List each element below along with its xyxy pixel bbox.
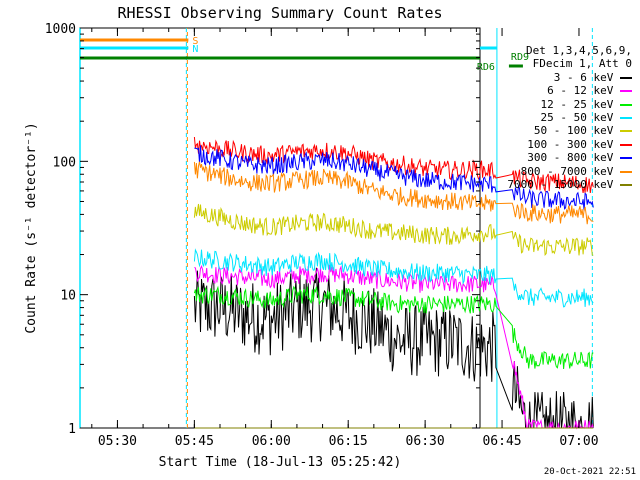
legend-label: 12 - 25 keV [540, 97, 620, 111]
legend-swatch [620, 103, 632, 106]
legend-swatch [620, 170, 632, 173]
legend-entry-7: 300 - 800 keV [480, 151, 632, 164]
legend-header-line-2: FDecim 1, Att 0 [532, 57, 632, 71]
flag-bars: SN RD6 RD9 [80, 36, 529, 73]
legend-swatch [620, 117, 632, 120]
x-tick-label: 07:00 [559, 434, 598, 449]
legend-entry-1: 3 - 6 keV [480, 71, 632, 84]
legend-entry-8: 800 - 7000 keV [480, 165, 632, 178]
flag-label-rd9: RD9 [511, 52, 529, 63]
legend-swatch [620, 90, 632, 93]
x-axis-label: Start Time (18-Jul-13 05:25:42) [159, 455, 402, 470]
legend-label: 25 - 50 keV [540, 111, 620, 125]
x-axis: 05:30 05:45 06:00 06:15 06:30 06:45 07:00 [91, 28, 599, 449]
flag-label-n: N [192, 44, 198, 55]
y-tick-label: 1 [68, 422, 76, 437]
y-axis-label: Count Rate (s⁻¹ detector⁻¹) [24, 122, 39, 333]
legend-entry-2: 6 - 12 keV [480, 84, 632, 97]
x-tick-label: 05:45 [175, 434, 214, 449]
legend-entry-3: 12 - 25 keV [480, 98, 632, 111]
legend-swatch [620, 76, 632, 79]
series-line-2 [194, 264, 594, 430]
series-line-6 [193, 136, 594, 193]
series-line-3 [193, 285, 594, 370]
y-axis: 1 10 100 1000 [45, 22, 480, 437]
legend-swatch [620, 130, 632, 133]
series-line-5 [193, 203, 594, 256]
legend-label: 50 - 100 keV [533, 124, 620, 138]
chart-title: RHESSI Observing Summary Count Rates [117, 4, 442, 22]
series-line-7 [194, 145, 594, 211]
x-tick-label: 06:45 [482, 434, 521, 449]
legend-header-line-1: Det 1,3,4,5,6,9, [526, 44, 632, 57]
plot-frame [79, 27, 481, 429]
flag-label-s: S [192, 36, 198, 47]
legend-label: 100 - 300 keV [527, 137, 620, 151]
legend-entry-5: 50 - 100 keV [480, 124, 632, 137]
series-line-4 [193, 248, 594, 308]
legend-label: 3 - 6 keV [553, 70, 620, 84]
flag-label-rd6: RD6 [477, 62, 495, 73]
y-tick-label: 10 [60, 289, 76, 304]
x-tick-label: 06:15 [329, 434, 368, 449]
legend-label: 300 - 800 keV [527, 151, 620, 165]
x-tick-label: 06:00 [252, 434, 291, 449]
legend-swatch [620, 143, 632, 146]
legend-entry-9: 7000 - 15000 keV [480, 178, 632, 191]
legend-entry-6: 100 - 300 keV [480, 138, 632, 151]
legend-entry-4: 25 - 50 keV [480, 111, 632, 124]
legend: Det 1,3,4,5,6,9, FDecim 1, Att 0 3 - 6 k… [480, 44, 632, 191]
plot-area [79, 28, 594, 430]
legend-swatch [620, 157, 632, 160]
y-tick-label: 100 [53, 155, 76, 170]
series-line-1 [193, 267, 594, 429]
legend-label: 7000 - 15000 keV [507, 178, 620, 192]
legend-label: 6 - 12 keV [547, 84, 620, 98]
legend-label: 800 - 7000 keV [520, 164, 620, 178]
x-tick-label: 05:30 [98, 434, 137, 449]
series-line-8 [193, 161, 594, 225]
y-tick-label: 1000 [45, 22, 76, 37]
legend-swatch [620, 184, 632, 187]
date-stamp: 20-Oct-2021 22:51 [544, 467, 636, 477]
x-tick-label: 06:30 [406, 434, 445, 449]
